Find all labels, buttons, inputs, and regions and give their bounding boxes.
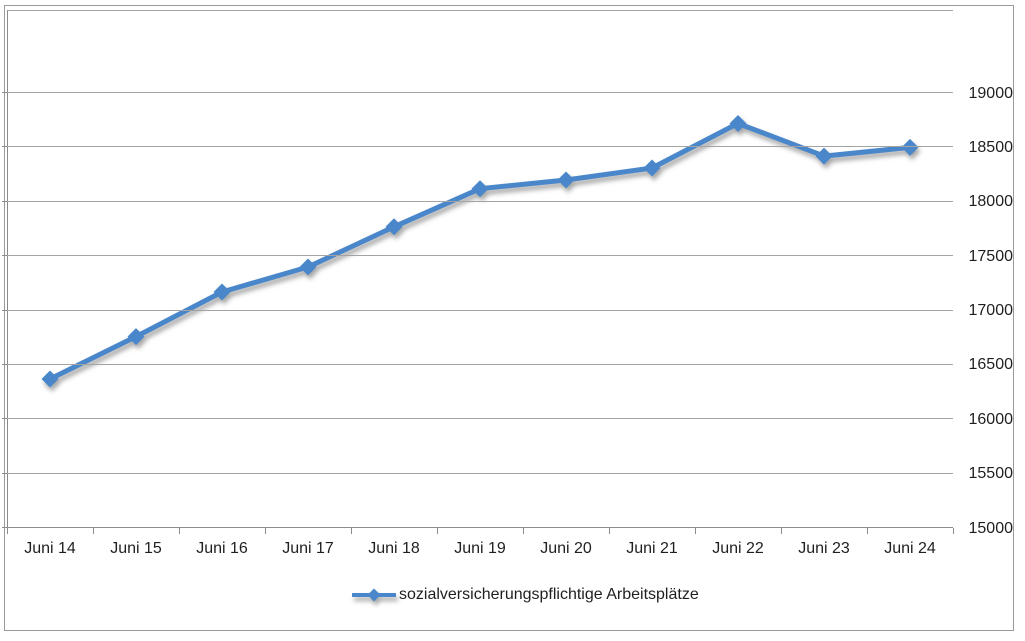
y-axis-tick: [2, 255, 7, 257]
y-axis-tick: [2, 92, 7, 93]
gridline: [7, 146, 953, 148]
y-axis-label: 19000: [968, 84, 1014, 102]
x-axis-tick: [953, 528, 954, 534]
data-point-marker: [471, 180, 489, 198]
x-axis-label: Juni 22: [712, 540, 764, 557]
x-axis-tick: [7, 528, 8, 534]
series-line-layer: [41, 114, 919, 388]
y-axis-label: 17000: [968, 302, 1014, 319]
series-group: [41, 114, 919, 388]
y-axis-tick: [2, 146, 7, 148]
x-axis-label: Juni 14: [24, 540, 76, 557]
chart-border: [4, 5, 1014, 631]
y-axis-tick: [2, 527, 7, 528]
x-axis-tick: [867, 528, 868, 534]
y-axis-label: 18500: [968, 138, 1014, 156]
gridline: [7, 200, 953, 202]
y-axis-tick: [2, 472, 7, 474]
data-point-marker: [299, 258, 317, 276]
gridline: [7, 472, 953, 474]
x-axis-tick: [351, 528, 352, 534]
legend-line-marker-icon: [352, 588, 396, 602]
plot-area: [7, 10, 953, 528]
x-axis-tick: [93, 528, 94, 534]
x-axis-tick: [179, 528, 180, 534]
x-axis-label: Juni 23: [798, 540, 850, 557]
gridline: [7, 309, 953, 311]
data-point-marker: [127, 328, 145, 346]
x-axis-tick: [695, 528, 696, 534]
x-axis-label: Juni 20: [540, 540, 592, 557]
gridline: [7, 255, 953, 257]
y-axis-tick: [2, 309, 7, 311]
gridline: [7, 92, 953, 93]
x-axis-label: Juni 21: [626, 540, 678, 557]
data-point-marker: [213, 283, 231, 301]
x-axis-label: Juni 18: [368, 540, 420, 557]
y-axis-label: 16000: [968, 410, 1014, 428]
data-point-marker: [901, 138, 919, 156]
series-line: [47, 120, 913, 382]
x-axis-tick: [523, 528, 524, 534]
x-axis-label: Juni 24: [884, 540, 936, 557]
x-axis-tick: [265, 528, 266, 534]
x-axis-label: Juni 17: [282, 540, 334, 557]
x-axis-tick: [781, 528, 782, 534]
y-axis-label: 16500: [968, 356, 1014, 374]
x-axis-label: Juni 15: [110, 540, 162, 557]
y-axis-label: 15500: [968, 465, 1014, 483]
legend-label: sozialversicherungspflichtige Arbeitsplä…: [399, 586, 699, 603]
y-axis-tick: [2, 200, 7, 202]
data-point-marker: [643, 159, 661, 177]
y-axis-label: 15000: [968, 519, 1014, 537]
data-point-marker: [41, 370, 59, 388]
gridline: [7, 363, 953, 365]
y-axis-tick: [2, 363, 7, 365]
data-point-marker: [557, 171, 575, 189]
y-axis-tick: [2, 418, 7, 420]
x-axis-label: Juni 16: [196, 540, 248, 557]
y-axis-label: 17500: [968, 247, 1014, 265]
x-axis-label: Juni 19: [454, 540, 506, 557]
y-axis-label: 18000: [968, 193, 1014, 211]
legend-diamond-icon: [367, 588, 381, 602]
x-axis-tick: [437, 528, 438, 534]
x-axis-tick: [609, 528, 610, 534]
data-point-marker: [385, 218, 403, 236]
gridline: [7, 418, 953, 420]
data-point-marker: [729, 114, 747, 132]
legend: sozialversicherungspflichtige Arbeitsplä…: [352, 586, 699, 604]
data-point-marker: [815, 147, 833, 165]
